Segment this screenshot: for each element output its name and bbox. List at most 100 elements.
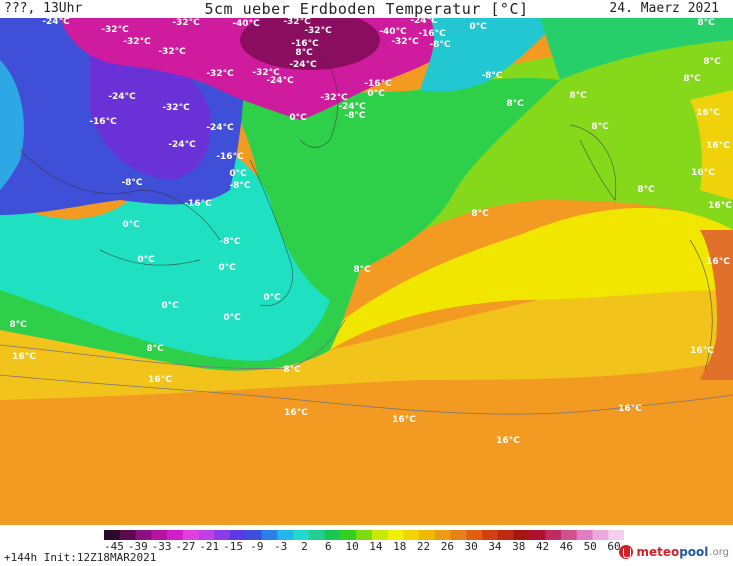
temperature-label: 16°C	[496, 436, 520, 446]
color-scale-swatch	[104, 530, 121, 540]
color-scale-swatch	[277, 530, 294, 540]
color-scale-swatch	[450, 530, 467, 540]
temperature-label: -32°C	[158, 47, 186, 57]
color-scale-swatch	[356, 530, 373, 540]
temperature-label: -32°C	[101, 25, 129, 35]
temperature-label: -40°C	[379, 27, 407, 37]
color-scale-swatch	[608, 530, 624, 540]
temperature-label: -32°C	[162, 103, 190, 113]
color-scale-swatch	[151, 530, 168, 540]
color-scale-swatch	[324, 530, 341, 540]
color-scale-swatch	[340, 530, 357, 540]
temperature-label: -16°C	[418, 29, 446, 39]
color-scale-tick: 46	[559, 540, 573, 553]
temperature-label: 8°C	[283, 365, 301, 375]
temperature-label: 16°C	[708, 201, 732, 211]
temperature-label: 16°C	[706, 257, 730, 267]
color-scale-swatch	[198, 530, 215, 540]
color-scale-tick: 18	[393, 540, 407, 553]
temperature-label: 16°C	[392, 415, 416, 425]
logo-text-b: pool	[679, 545, 709, 559]
temperature-label: 0°C	[469, 22, 487, 32]
run-time-label: ???, 13Uhr	[4, 1, 83, 16]
temperature-label: -16°C	[291, 39, 319, 49]
color-scale-tick: -27	[175, 540, 196, 553]
zone-arctic-green	[540, 18, 733, 80]
temperature-label: -24°C	[338, 102, 366, 112]
temperature-label: -16°C	[216, 152, 244, 162]
zone-warm-yellow	[0, 270, 733, 400]
color-scale-swatch	[497, 530, 515, 540]
temperature-label: -8°C	[121, 178, 142, 188]
temperature-label: 0°C	[263, 293, 281, 303]
color-scale-swatch	[308, 530, 326, 540]
temperature-label: -16°C	[184, 199, 212, 209]
color-scale-bar	[104, 530, 624, 540]
temperature-label: -24°C	[168, 140, 196, 150]
color-scale-tick: 2	[301, 540, 308, 553]
temperature-label: 8°C	[506, 99, 524, 109]
valid-date-label: 24. Maerz 2021	[609, 1, 719, 16]
color-scale-swatch	[482, 530, 499, 540]
temperature-label: 8°C	[683, 74, 701, 84]
temperature-label: 8°C	[569, 91, 587, 101]
color-scale-swatch	[119, 530, 137, 540]
color-scale-tick: 60	[607, 540, 621, 553]
color-scale-tick: -33	[151, 540, 172, 553]
color-scale-swatch	[403, 530, 420, 540]
color-scale-tick: 50	[583, 540, 597, 553]
temperature-label: -8°C	[481, 71, 502, 81]
temperature-label: 8°C	[353, 265, 371, 275]
temperature-label: 8°C	[637, 185, 655, 195]
color-scale-tick: 10	[345, 540, 359, 553]
color-scale-swatch	[545, 530, 562, 540]
temperature-label: -32°C	[206, 69, 234, 79]
color-scale-swatch	[245, 530, 263, 540]
color-scale-swatch	[261, 530, 278, 540]
temperature-label: 0°C	[367, 89, 385, 99]
color-scale-swatch	[371, 530, 389, 540]
temperature-label: 8°C	[9, 320, 27, 330]
color-scale-tick: -45	[104, 540, 124, 553]
temperature-label: 16°C	[706, 141, 730, 151]
temperature-label: -8°C	[344, 111, 365, 121]
zone-greenland-core	[240, 18, 380, 70]
temperature-label: 0°C	[161, 301, 179, 311]
temperature-label: -24°C	[206, 123, 234, 133]
temperature-label: -8°C	[429, 40, 450, 50]
temperature-label: -24°C	[108, 92, 136, 102]
color-scale-tick: -9	[250, 540, 264, 553]
zone-arctic-cyan	[420, 18, 560, 92]
temperature-label: -8°C	[219, 237, 240, 247]
color-scale-swatch	[387, 530, 404, 540]
temperature-label: 0°C	[137, 255, 155, 265]
temperature-label: -16°C	[364, 79, 392, 89]
temperature-label: 16°C	[690, 346, 714, 356]
temperature-label: 8°C	[295, 48, 313, 58]
temperature-label: -32°C	[172, 18, 200, 28]
temperature-label: 16°C	[284, 408, 308, 418]
temperature-label: -32°C	[123, 37, 151, 47]
color-scale-swatch	[466, 530, 483, 540]
color-scale-ticks: -45 -39 -33 -27 -21 -15 -9 -3 2 6 10 14 18 22 26 30 34 38…	[104, 540, 624, 553]
color-scale-swatch	[592, 530, 609, 540]
temperature-label: 8°C	[703, 57, 721, 67]
temperature-label: 8°C	[471, 209, 489, 219]
temperature-label: -32°C	[283, 18, 311, 27]
color-scale-tick: 26	[440, 540, 454, 553]
temperature-label: -32°C	[320, 93, 348, 103]
color-scale-tick: -21	[199, 540, 220, 553]
temperature-label: -32°C	[391, 37, 419, 47]
color-scale-tick: -3	[274, 540, 288, 553]
zone-europe-land	[700, 230, 733, 380]
temperature-labels: -24°C-32°C-32°C-32°C -40°C -32°C-32°C-16°C…	[9, 18, 732, 446]
zone-cyan	[0, 142, 330, 361]
zone-europe-north	[690, 90, 733, 200]
temperature-label: 0°C	[229, 169, 247, 179]
color-scale-tick: 42	[535, 540, 550, 553]
color-scale-swatch	[513, 530, 530, 540]
temperature-map: -24°C-32°C-32°C-32°C -40°C -32°C-32°C-16°C…	[0, 18, 733, 525]
color-scale-swatch	[135, 530, 152, 540]
color-scale-swatch	[419, 530, 436, 540]
temperature-label: 16°C	[148, 375, 172, 385]
